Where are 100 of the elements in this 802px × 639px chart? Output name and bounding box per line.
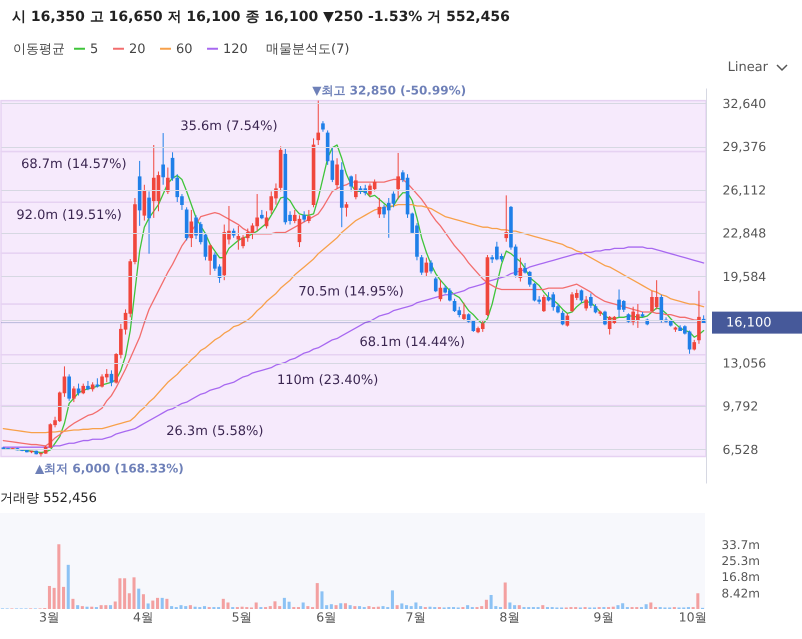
candlestick — [438, 280, 442, 302]
candlestick — [378, 198, 382, 218]
candlestick — [161, 132, 165, 186]
bar — [132, 577, 136, 609]
y-tick-label: 6,528 — [722, 442, 758, 457]
bar — [484, 600, 488, 609]
y-tick-label: 8.42m — [722, 586, 760, 600]
band-label: 68.1m (14.44%) — [360, 335, 465, 350]
candlestick — [76, 383, 80, 396]
bar — [109, 605, 112, 609]
legend-title: 이동평균 — [13, 42, 65, 57]
y-tick-label: 33.7m — [722, 538, 760, 552]
band-label: 92.0m (19.51%) — [16, 208, 122, 223]
candlestick — [307, 209, 311, 224]
bar — [541, 605, 544, 609]
bar — [330, 604, 333, 609]
candlestick — [626, 312, 630, 324]
bar — [80, 606, 84, 609]
bar — [344, 603, 347, 609]
bar — [156, 598, 160, 609]
y-tick-label: 9,792 — [722, 398, 758, 414]
bar — [226, 602, 230, 609]
candlestick — [264, 210, 268, 230]
bar — [137, 588, 140, 609]
y-tick-label: 26,112 — [722, 182, 766, 198]
candlestick — [589, 292, 593, 309]
bar — [490, 594, 493, 609]
bar — [170, 606, 174, 609]
candlestick — [396, 152, 400, 200]
x-tick-label: 4월 — [132, 610, 154, 624]
candlestick — [147, 190, 151, 254]
x-tick-label: 7월 — [405, 610, 426, 624]
candlestick — [335, 158, 339, 190]
bar — [504, 582, 507, 609]
bar — [334, 605, 338, 609]
candlestick — [344, 201, 348, 218]
band-label: 70.5m (14.95%) — [298, 284, 404, 300]
bar — [142, 594, 145, 609]
line-series — [2, 246, 704, 448]
bar — [396, 605, 399, 609]
y-tick-label: 13,056 — [722, 355, 766, 370]
candlestick — [603, 310, 607, 326]
bar — [696, 593, 700, 609]
candlestick — [166, 167, 170, 195]
annotation: ▼최고 32,850 (-50.99%) — [312, 84, 466, 98]
bar — [165, 598, 168, 609]
ref-line-label: 16,100 — [726, 316, 772, 331]
bar — [76, 605, 80, 609]
bar — [66, 564, 70, 609]
candlestick — [354, 174, 358, 200]
band-label: 35.6m (7.54%) — [180, 119, 278, 134]
text: Linear — [728, 60, 768, 75]
candlestick — [67, 374, 71, 402]
candlestick — [434, 276, 438, 293]
chart-title: 거래량 552,456 — [0, 491, 97, 506]
candlestick — [349, 174, 353, 192]
candlestick — [594, 304, 598, 314]
bar — [273, 601, 277, 609]
candlestick — [72, 386, 76, 403]
legend-label: 120 — [223, 42, 248, 57]
annotation: ▲최저 6,000 (168.33%) — [34, 461, 184, 476]
bar — [518, 605, 521, 609]
bar — [71, 598, 74, 609]
band-label: 110m (23.40%) — [276, 373, 378, 388]
bar — [104, 605, 108, 609]
legend-label: 5 — [90, 42, 98, 57]
candlestick — [584, 296, 588, 312]
candlestick — [142, 184, 146, 222]
legend-label: 20 — [129, 42, 146, 57]
candlestick — [429, 260, 433, 274]
text: 매물분석도(7) — [266, 41, 350, 58]
bar — [202, 606, 206, 609]
x-tick-label: 10월 — [678, 610, 708, 624]
candlestick — [86, 380, 90, 391]
candlestick — [697, 290, 701, 344]
candlestick — [96, 378, 100, 388]
y-tick-label: 29,376 — [722, 139, 766, 154]
bar — [348, 605, 352, 609]
candlestick — [260, 209, 264, 220]
candlestick — [316, 100, 320, 146]
y-tick-label: 25.3m — [722, 554, 760, 568]
candlestick — [542, 294, 546, 313]
bar — [353, 606, 356, 609]
candlestick — [560, 310, 564, 326]
bar — [466, 605, 470, 609]
candlestick — [462, 302, 466, 320]
y-tick-label: 32,640 — [722, 96, 766, 111]
x-tick-label: 9월 — [593, 610, 614, 624]
bar — [160, 598, 164, 609]
candlestick — [81, 383, 86, 395]
bar — [179, 605, 183, 609]
candlestick — [692, 339, 696, 351]
candlestick — [424, 257, 428, 277]
bar — [146, 603, 150, 609]
candlestick — [321, 120, 325, 132]
bar — [100, 605, 103, 609]
candlestick — [190, 209, 194, 248]
x-tick-label: 5월 — [232, 610, 253, 624]
bar — [339, 603, 342, 609]
y-tick-label: 19,584 — [722, 268, 766, 284]
